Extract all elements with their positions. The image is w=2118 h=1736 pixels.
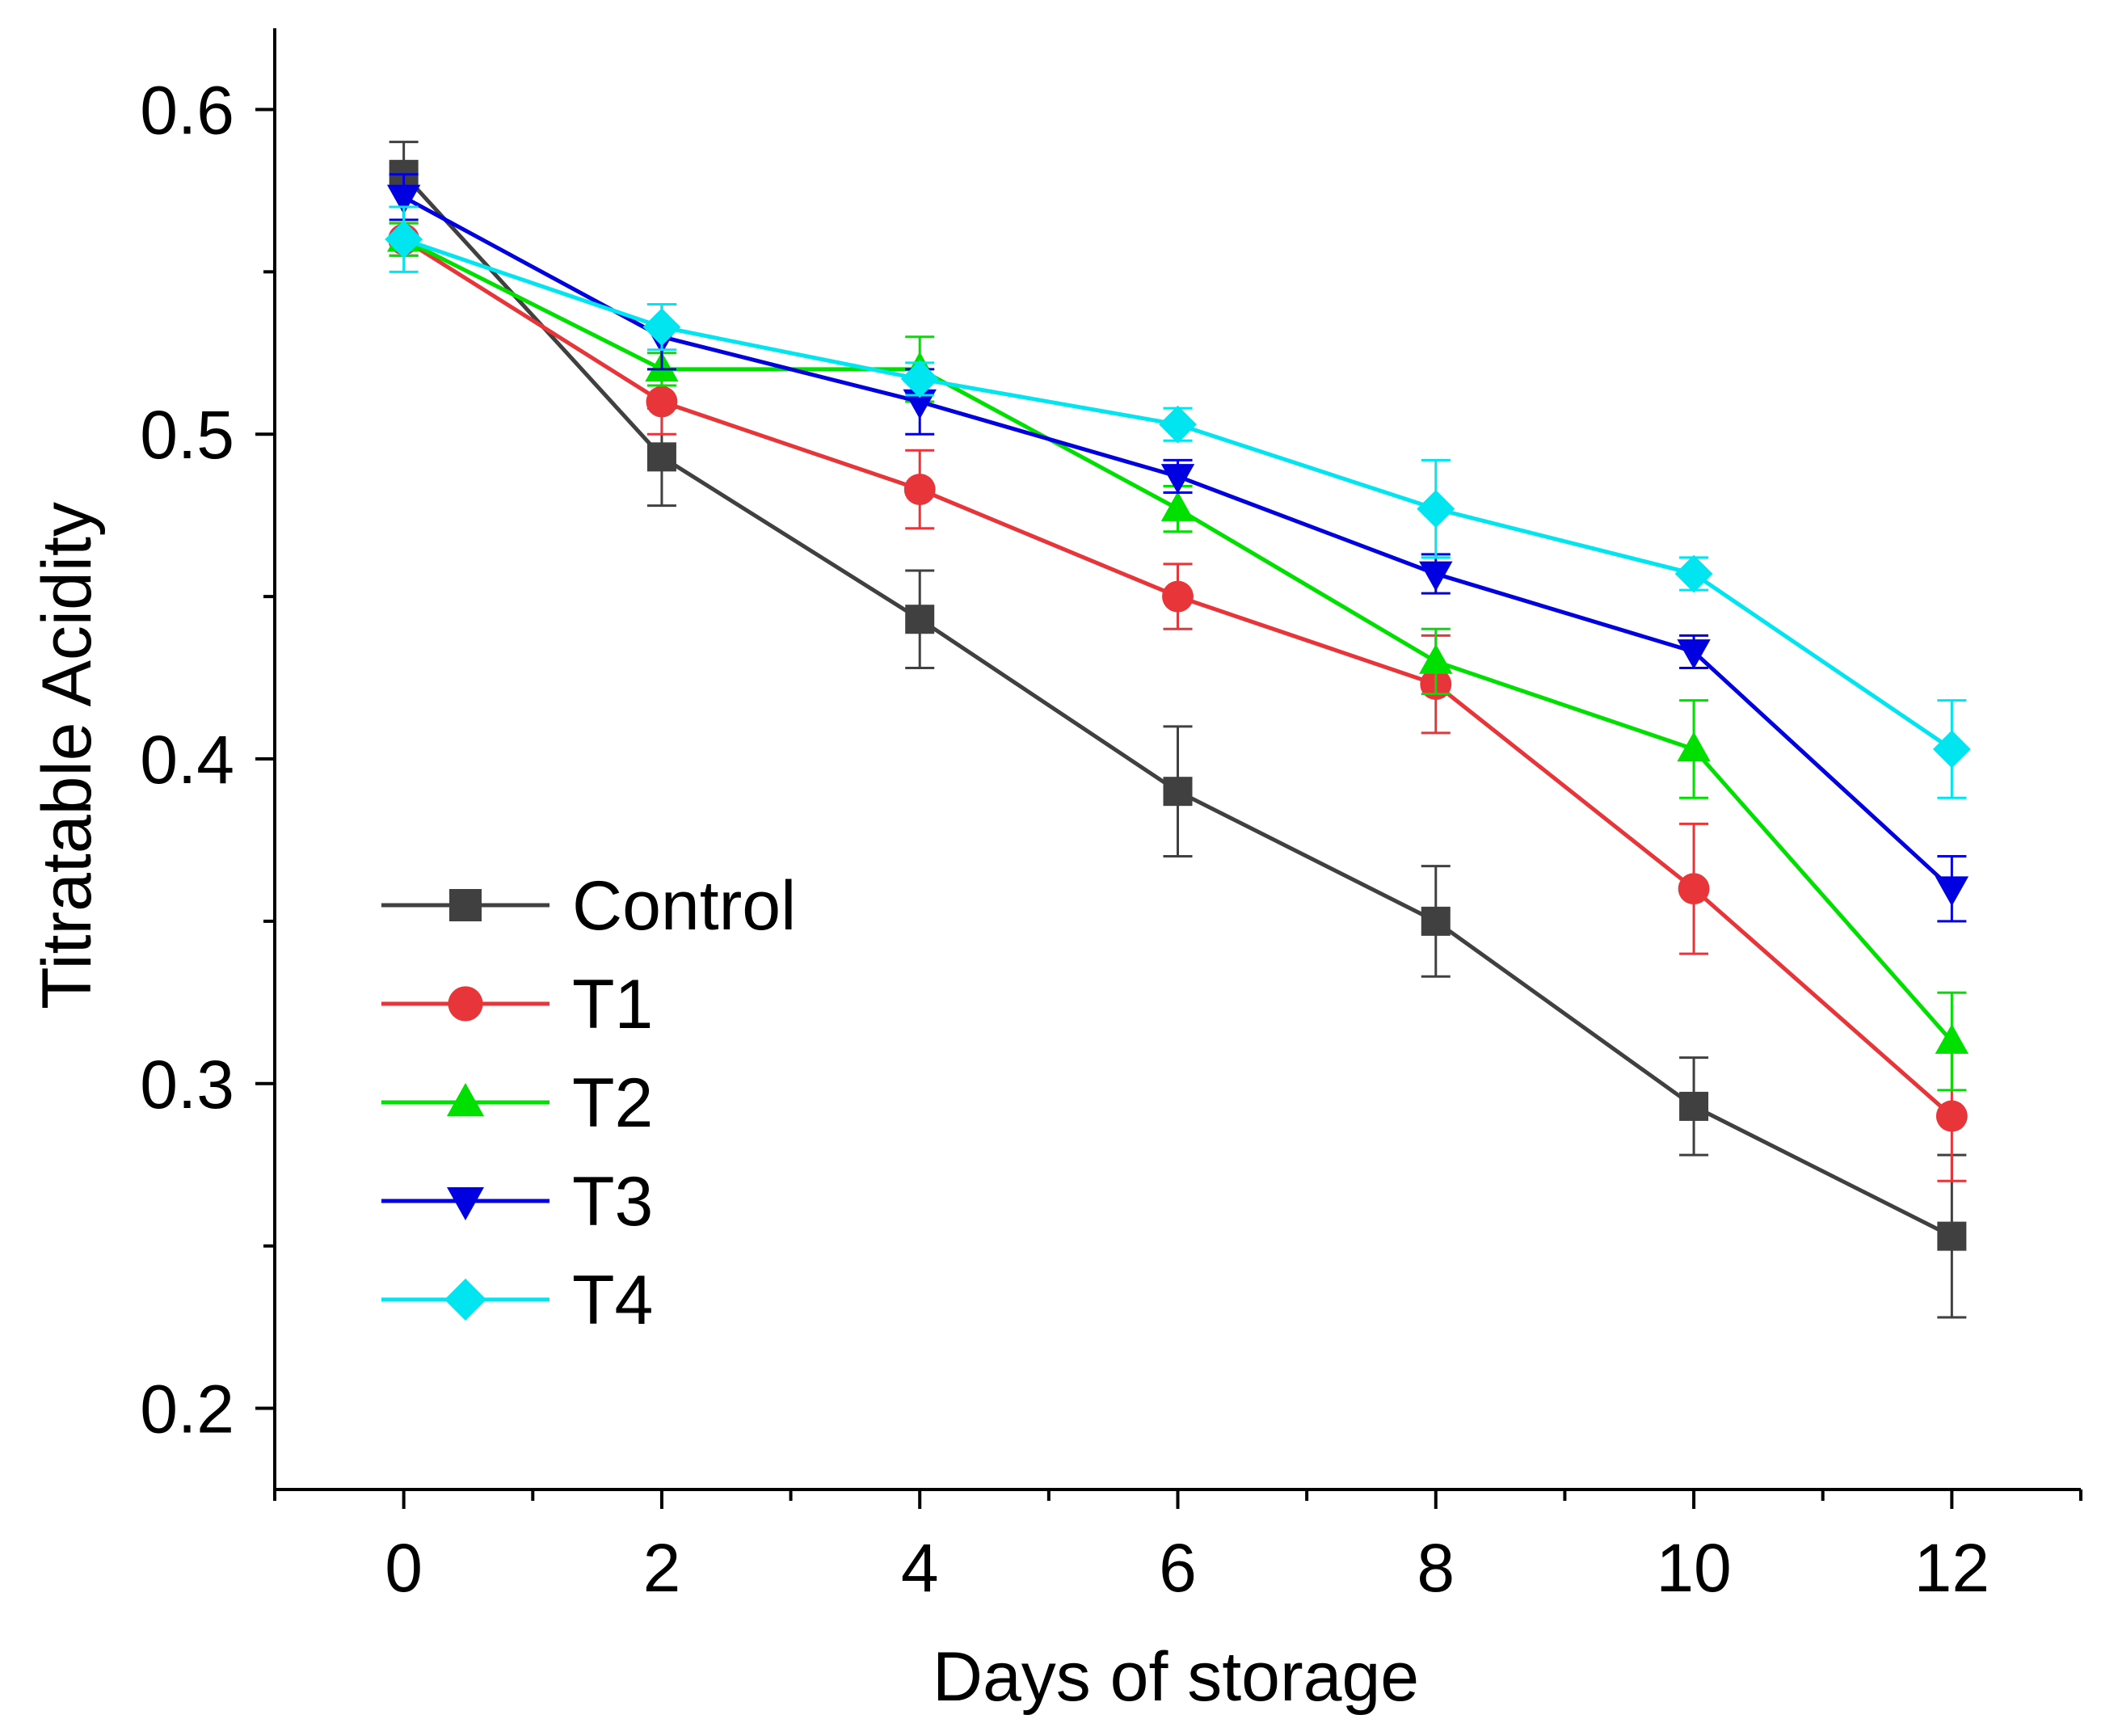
data-point-control (646, 442, 676, 472)
x-tick-label: 4 (901, 1530, 939, 1606)
legend-marker (444, 1279, 486, 1321)
data-point-t2 (1419, 643, 1453, 674)
data-point-control (905, 605, 935, 634)
legend-label: T2 (572, 1064, 653, 1142)
data-point-t3 (386, 184, 421, 215)
y-tick-label: 0.6 (140, 72, 234, 148)
data-point-t3 (1160, 464, 1195, 495)
y-tick-label: 0.5 (140, 397, 234, 473)
data-point-t4 (1932, 730, 1971, 769)
data-point-t1 (646, 386, 678, 418)
data-point-control (1421, 906, 1451, 936)
data-point-t1 (903, 474, 936, 505)
y-tick-label: 0.4 (140, 722, 234, 798)
legend-marker (448, 986, 483, 1022)
series-group (385, 141, 1971, 1319)
data-point-t4 (642, 308, 681, 347)
data-point-t3 (903, 389, 937, 419)
legend-marker (447, 1187, 484, 1220)
legend-item-control: Control (381, 867, 796, 945)
axes: 0 2 4 6 8 10 12 0.2 0.3 0.4 0.5 0.6 (140, 28, 2082, 1606)
x-tick-label: 10 (1656, 1530, 1731, 1606)
legend-item-t2: T2 (381, 1064, 653, 1142)
legend: Control T1 T2 T3 T4 (381, 867, 796, 1339)
x-tick-label: 8 (1417, 1530, 1455, 1606)
data-point-control (1679, 1091, 1709, 1121)
x-tick-label: 0 (385, 1530, 423, 1606)
data-point-t3 (1677, 639, 1711, 670)
data-point-t4 (1417, 490, 1455, 529)
legend-item-t3: T3 (381, 1163, 653, 1241)
data-point-t4 (385, 220, 423, 259)
y-axis-title: Titratable Acidity (28, 502, 106, 1009)
data-point-t1 (1162, 580, 1194, 613)
data-point-t3 (1419, 561, 1453, 592)
y-tick-label: 0.2 (140, 1372, 234, 1447)
legend-label: T1 (572, 966, 653, 1043)
data-point-t3 (1935, 876, 1969, 907)
legend-label: T3 (572, 1163, 653, 1241)
x-tick-label: 6 (1159, 1530, 1197, 1606)
series-t1 (388, 221, 1968, 1182)
legend-label: T4 (572, 1262, 653, 1339)
data-point-t4 (900, 360, 939, 398)
data-point-control (1937, 1221, 1967, 1251)
legend-marker (449, 889, 482, 921)
legend-item-t4: T4 (381, 1262, 653, 1339)
x-axis-title: Days of storage (933, 1638, 1419, 1716)
x-tick-label: 12 (1914, 1530, 1990, 1606)
data-point-t4 (1159, 405, 1197, 444)
y-tick-label: 0.3 (140, 1047, 234, 1123)
data-point-t2 (1935, 1023, 1969, 1054)
data-point-t2 (1160, 491, 1195, 521)
legend-item-t1: T1 (381, 966, 653, 1043)
series-t4 (385, 205, 1971, 799)
data-point-t2 (1677, 731, 1711, 762)
data-point-t1 (1678, 873, 1710, 905)
x-tick-label: 2 (643, 1530, 681, 1606)
data-point-control (1163, 777, 1193, 807)
legend-label: Control (572, 867, 796, 945)
legend-marker (447, 1083, 484, 1116)
data-point-t4 (1674, 554, 1713, 593)
data-point-t1 (1935, 1100, 1968, 1132)
